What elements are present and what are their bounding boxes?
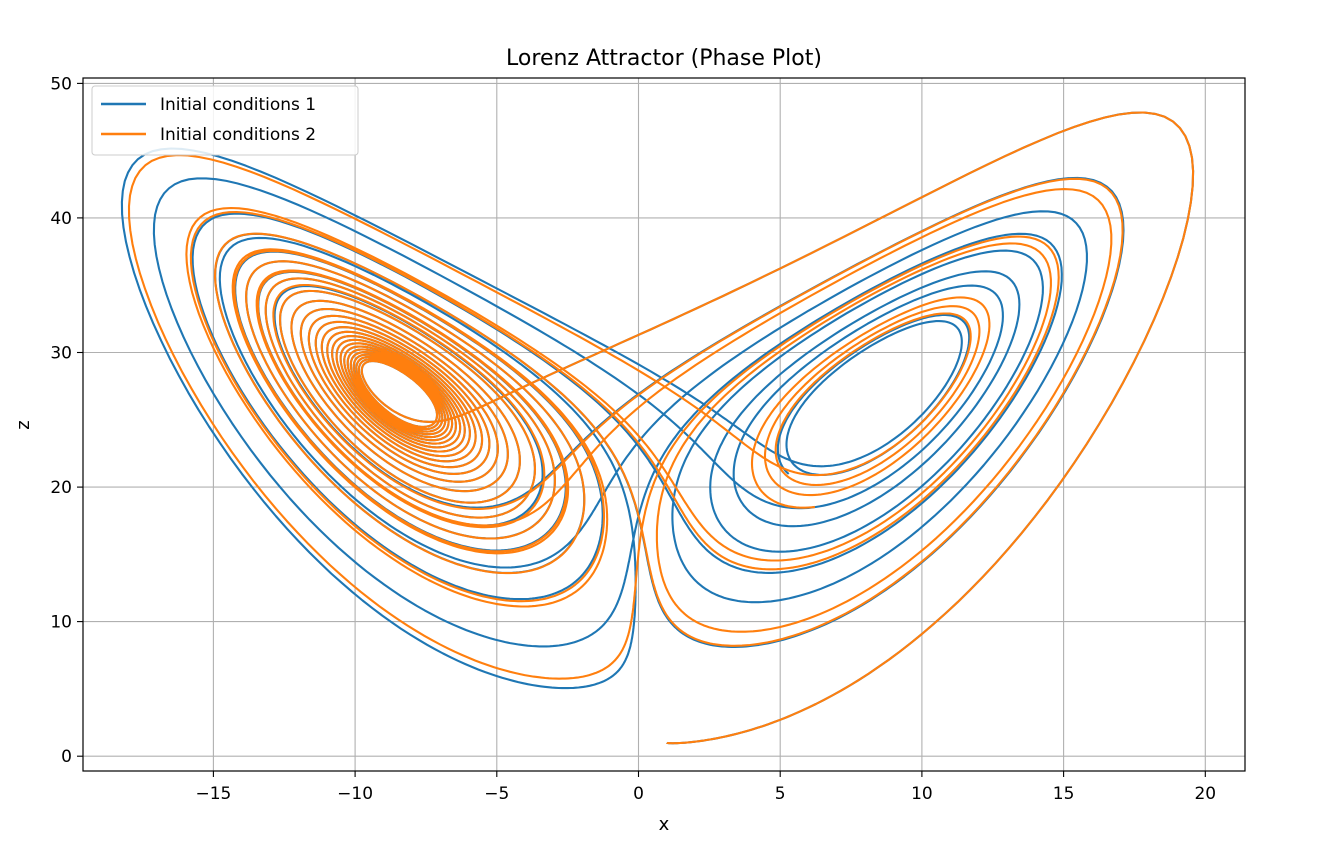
y-tick-label: 0 — [61, 747, 72, 767]
y-tick-label: 40 — [50, 209, 72, 229]
x-tick-label: −5 — [484, 784, 509, 804]
y-tick-label: 10 — [50, 613, 72, 633]
y-tick-label: 50 — [50, 74, 72, 94]
x-tick-label: 15 — [1053, 784, 1075, 804]
legend-label-series-2: Initial conditions 2 — [160, 125, 316, 145]
x-axis-label: x — [659, 814, 670, 835]
x-tick-label: 20 — [1194, 784, 1216, 804]
legend-box — [91, 85, 359, 156]
y-axis-label: z — [13, 420, 34, 429]
legend: Initial conditions 1 Initial conditions … — [91, 85, 359, 156]
legend-label-series-1: Initial conditions 1 — [160, 95, 316, 115]
x-tick-label: 5 — [775, 784, 786, 804]
x-tick-label: −15 — [195, 784, 231, 804]
y-axis-ticks: 0 10 20 30 40 50 — [50, 74, 83, 767]
series-lines — [120, 111, 1195, 745]
x-axis-ticks: −15 −10 −5 0 5 10 15 20 — [195, 771, 1216, 804]
chart-title: Lorenz Attractor (Phase Plot) — [506, 46, 822, 71]
y-tick-label: 30 — [50, 344, 72, 364]
x-tick-label: −10 — [337, 784, 373, 804]
series-line-2 — [127, 111, 1195, 745]
plot-frame — [82, 77, 1246, 772]
x-tick-label: 0 — [633, 784, 644, 804]
y-tick-label: 20 — [50, 478, 72, 498]
x-tick-label: 10 — [911, 784, 933, 804]
